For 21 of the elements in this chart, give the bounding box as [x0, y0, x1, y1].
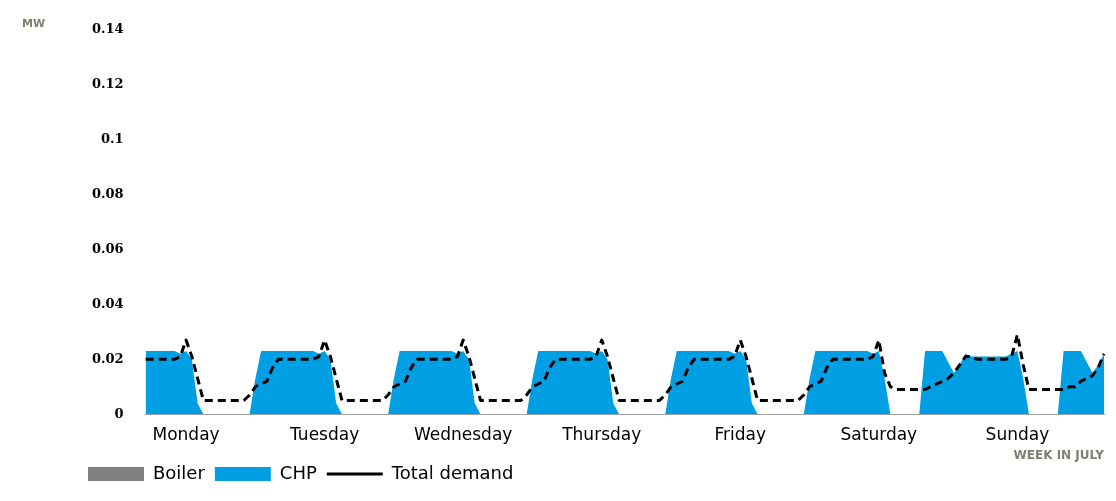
x-tick-label: Wednesday — [413, 423, 513, 444]
x-axis-title: WEEK IN JULY — [1013, 447, 1105, 462]
x-tick-label: Tuesday — [289, 423, 360, 444]
x-tick-label: Sunday — [985, 423, 1050, 444]
x-tick-label: Friday — [714, 423, 767, 444]
y-tick-label: 0.06 — [91, 240, 124, 256]
x-tick-label: Monday — [152, 423, 220, 444]
y-tick-label: 0.14 — [91, 21, 124, 37]
y-tick-label: 0.02 — [91, 350, 124, 366]
y-tick-label: 0 — [114, 405, 124, 421]
y-tick-label: 0.08 — [91, 185, 124, 201]
y-tick-label: 0.1 — [101, 131, 124, 146]
legend-label: Total demand — [390, 461, 514, 483]
y-tick-label: 0.12 — [91, 76, 124, 92]
x-tick-label: Saturday — [840, 423, 918, 444]
legend-label: CHP — [279, 461, 317, 483]
y-tick-label: 0.04 — [91, 295, 124, 311]
legend-label: Boiler — [153, 461, 206, 483]
y-axis-title: MW — [22, 16, 46, 30]
x-tick-label: Thursday — [561, 423, 642, 444]
line-series — [144, 333, 1106, 402]
